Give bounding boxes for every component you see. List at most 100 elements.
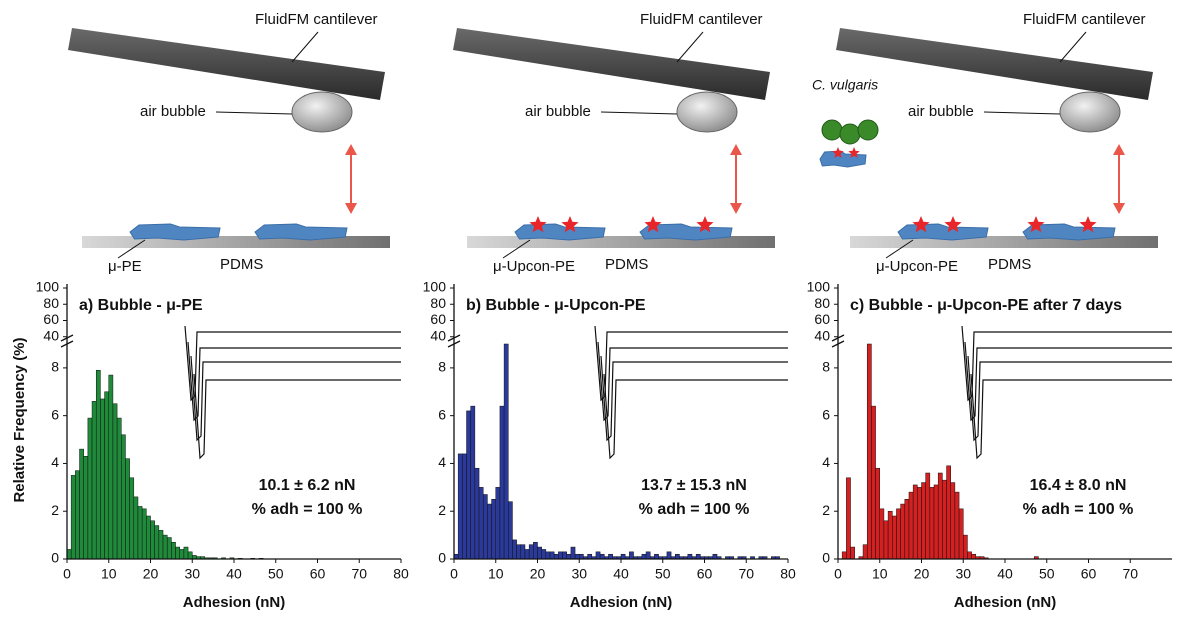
x-tick-label: 0 (450, 566, 458, 582)
histogram-bar (937, 472, 943, 560)
leader-line (676, 31, 704, 63)
x-tick-label: 70 (1122, 566, 1138, 582)
histogram-bar (695, 553, 701, 560)
x-tick-label: 70 (351, 566, 367, 582)
y-tick-label: 100 (807, 279, 831, 295)
y-tick-label: 6 (822, 406, 830, 422)
microplastic (514, 223, 606, 241)
air-bubble (676, 91, 738, 133)
axis-break (831, 340, 845, 348)
histogram-bar (887, 510, 893, 560)
algae-cell (857, 119, 879, 141)
histogram-bar (528, 544, 534, 560)
upcon-star (644, 216, 662, 233)
histogram-bar (587, 553, 593, 560)
histogram-bar (491, 499, 497, 560)
histogram-bar (116, 417, 122, 560)
histogram-bar (179, 549, 185, 560)
histogram-bar (595, 551, 601, 560)
histogram-bar (533, 542, 538, 560)
histogram-bar (933, 484, 939, 560)
histogram-bar (917, 487, 922, 560)
histogram-bar (478, 487, 484, 560)
upcon-star (696, 216, 714, 233)
x-axis-label: Adhesion (nN) (954, 594, 1057, 611)
histogram-bar (929, 487, 935, 560)
annotation: 16.4 ± 8.0 nN (1030, 477, 1127, 494)
substrate (850, 236, 1158, 248)
algae-cell (839, 123, 861, 145)
annotation: % adh = 100 % (639, 501, 750, 518)
histogram-bar (645, 551, 651, 560)
histogram-bar (862, 544, 868, 560)
force-curve (187, 341, 401, 422)
upcon-star (912, 216, 930, 233)
force-curve (967, 355, 1172, 442)
histogram-bar (495, 487, 501, 560)
y-tick-label: 40 (814, 327, 830, 343)
arrow-head (345, 144, 357, 155)
y-tick-label: 0 (438, 550, 446, 566)
x-tick-label: 60 (310, 566, 326, 582)
histogram-bar (942, 479, 947, 560)
histogram-bar (558, 551, 563, 560)
histogram-bar (599, 553, 605, 560)
histogram-bar (487, 503, 492, 560)
histogram-bar (462, 453, 467, 560)
y-tick-label: 8 (51, 359, 59, 375)
cantilever-label: FluidFM cantilever (640, 11, 763, 28)
particle-label: μ-Upcon-PE (493, 258, 575, 275)
histogram-bar (95, 370, 101, 560)
histogram-bar (524, 549, 530, 560)
leader-line (215, 111, 293, 115)
substrate (467, 236, 775, 248)
upcon-star (529, 216, 547, 233)
air-bubble (1059, 91, 1121, 133)
leader-line (117, 239, 146, 259)
histogram-bar (70, 475, 76, 560)
y-tick-label: 6 (51, 406, 59, 422)
air-bubble (291, 91, 353, 133)
leader-line (885, 239, 914, 259)
histogram-bar (166, 537, 172, 560)
histogram-bar (158, 530, 164, 560)
x-tick-label: 30 (571, 566, 587, 582)
x-tick-label: 20 (143, 566, 159, 582)
histogram-bar (508, 501, 513, 560)
histogram-bar (154, 525, 160, 560)
histogram-bar (162, 534, 168, 560)
histogram-bar (896, 508, 901, 560)
histogram-bar (921, 482, 926, 560)
histogram-bar (512, 539, 517, 560)
histogram-bar (466, 410, 471, 560)
arrow-head (345, 203, 357, 214)
y-tick-label: 80 (430, 295, 446, 311)
y-tick-label: 0 (822, 550, 830, 566)
force-curve (594, 325, 788, 402)
leader-line (1059, 31, 1087, 63)
microplastic (254, 223, 348, 241)
histogram-bar (125, 458, 130, 560)
axis-break (447, 334, 461, 342)
axis-break (60, 340, 74, 348)
x-tick-label: 10 (488, 566, 504, 582)
histogram-bar (629, 551, 634, 560)
histogram-bar (470, 405, 476, 560)
y-tick-label: 4 (438, 454, 446, 470)
cantilever (453, 28, 770, 100)
axis-break (447, 340, 461, 348)
upcon-star (1027, 216, 1045, 233)
histogram-bar (846, 477, 851, 560)
histogram-bar (141, 508, 147, 560)
x-tick-label: 20 (530, 566, 546, 582)
histogram-bar (129, 477, 135, 560)
histogram-bar (904, 499, 910, 560)
x-tick-label: 0 (834, 566, 842, 582)
force-curve (964, 341, 1172, 422)
x-axis-label: Adhesion (nN) (570, 594, 673, 611)
histogram-bar (954, 491, 960, 560)
x-tick-label: 30 (955, 566, 971, 582)
y-tick-label: 2 (51, 502, 59, 518)
substrate-label: PDMS (220, 256, 263, 273)
histogram-bar (146, 515, 151, 560)
